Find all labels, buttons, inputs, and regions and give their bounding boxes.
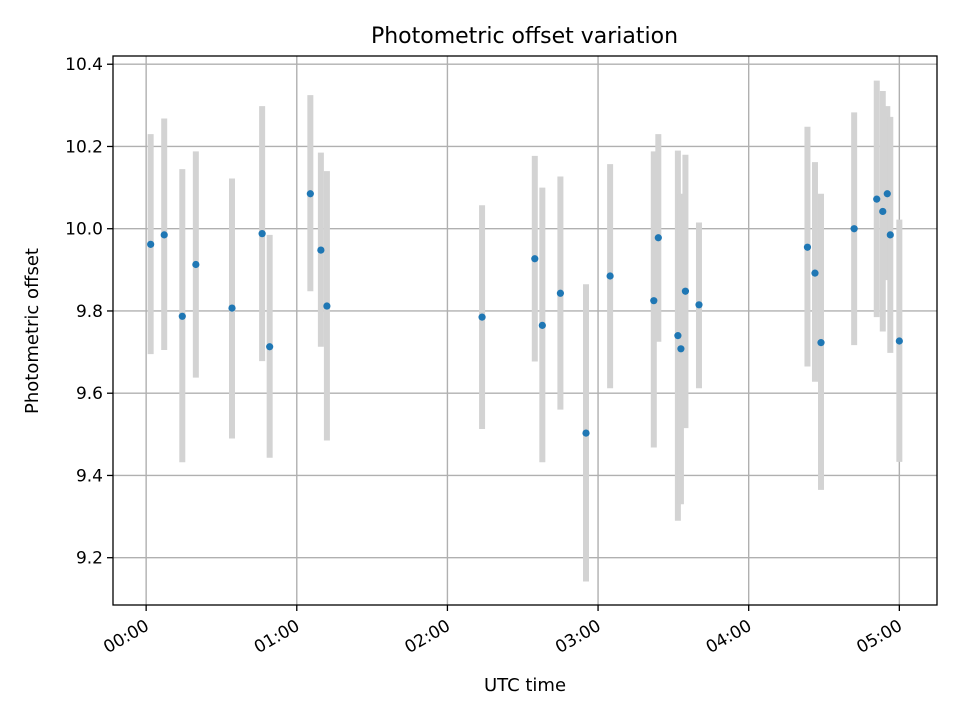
data-point xyxy=(674,332,682,340)
data-point xyxy=(811,269,819,277)
data-point xyxy=(817,339,825,347)
y-axis-ticks: 9.2 9.4 9.6 9.8 10.0 10.2 10.4 xyxy=(65,55,113,569)
data-point xyxy=(160,231,168,239)
data-point xyxy=(895,337,903,345)
data-point xyxy=(606,272,614,280)
data-point xyxy=(873,195,881,203)
y-tick-label: 9.2 xyxy=(76,549,103,569)
data-point xyxy=(556,289,565,297)
y-tick-label: 9.6 xyxy=(76,384,103,404)
data-point xyxy=(879,207,887,216)
data-point xyxy=(266,343,274,351)
data-point xyxy=(850,225,858,233)
data-point xyxy=(192,260,200,269)
data-point xyxy=(538,321,546,329)
data-point xyxy=(681,287,690,295)
data-point xyxy=(650,297,658,305)
data-point xyxy=(258,230,266,238)
y-tick-label: 9.8 xyxy=(76,302,103,322)
data-points xyxy=(147,190,903,437)
data-point xyxy=(886,231,894,239)
grid-lines xyxy=(113,56,937,605)
data-point xyxy=(317,246,325,254)
data-point xyxy=(582,429,590,437)
data-point xyxy=(531,255,539,263)
y-axis-label: Photometric offset xyxy=(22,248,43,414)
data-point xyxy=(323,302,331,310)
data-point xyxy=(178,312,186,320)
y-tick-label: 10.0 xyxy=(65,220,103,240)
data-point xyxy=(147,240,155,248)
data-point xyxy=(883,190,891,198)
plot-area-frame xyxy=(112,55,938,606)
data-point xyxy=(677,345,685,353)
data-point xyxy=(478,313,486,321)
y-tick-label: 10.4 xyxy=(65,55,103,75)
data-point xyxy=(803,243,812,251)
data-point xyxy=(654,234,662,242)
y-tick-label: 10.2 xyxy=(65,137,103,157)
data-point xyxy=(695,301,703,309)
chart-title: Photometric offset variation xyxy=(371,24,678,49)
data-point xyxy=(228,304,236,312)
y-tick-label: 9.4 xyxy=(76,466,103,486)
data-point xyxy=(306,190,314,198)
x-axis-label: UTC time xyxy=(484,675,566,696)
